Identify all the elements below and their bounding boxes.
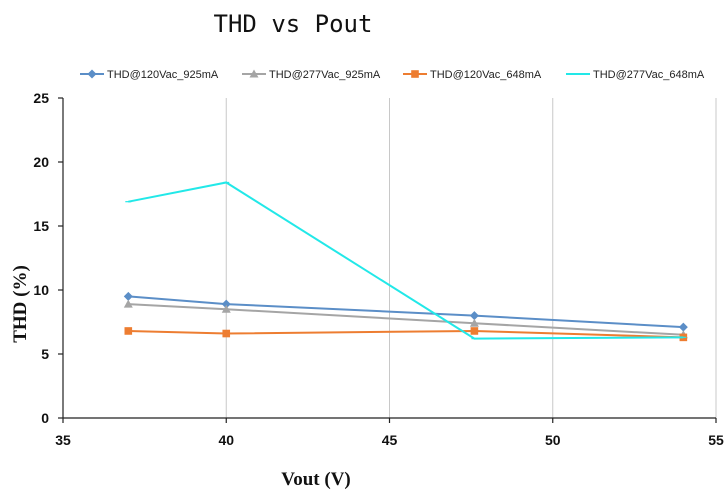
x-tick-label: 55 <box>708 432 724 448</box>
x-tick-label: 50 <box>545 432 561 448</box>
axes <box>58 97 717 423</box>
data-point <box>469 311 479 321</box>
y-tick-labels: 0 5 10 15 20 25 <box>33 90 49 426</box>
data-point <box>222 329 231 338</box>
data-point <box>249 69 259 78</box>
x-tick-label: 35 <box>55 432 71 448</box>
x-tick-label: 40 <box>218 432 234 448</box>
series-line <box>128 303 684 336</box>
series-line <box>128 295 684 329</box>
legend-item: THD@277Vac_648mA <box>566 69 705 81</box>
series-line <box>128 329 684 339</box>
x-tick-label: 45 <box>382 432 398 448</box>
series-THD@277Vac_648mA <box>125 181 687 340</box>
gridlines <box>225 98 717 418</box>
series-line <box>128 181 684 340</box>
y-tick-label: 20 <box>33 154 49 170</box>
data-point <box>221 304 231 313</box>
data-point <box>123 299 133 308</box>
data-point <box>221 299 231 309</box>
data-point <box>678 322 688 332</box>
x-tick-labels: 35 40 45 50 55 <box>55 432 724 448</box>
series-lines <box>123 181 688 342</box>
data-point <box>470 327 479 335</box>
data-point <box>124 327 133 335</box>
series-THD@120Vac_925mA <box>123 291 688 332</box>
legend-item: THD@120Vac_648mA <box>403 69 542 81</box>
y-tick-label: 25 <box>33 90 49 106</box>
data-point <box>123 291 133 301</box>
data-point <box>411 70 419 78</box>
y-tick-label: 15 <box>33 218 49 234</box>
legend-label: THD@277Vac_925mA <box>269 69 381 81</box>
data-point <box>469 318 479 327</box>
legend-label: THD@120Vac_925mA <box>107 69 219 81</box>
legend-label: THD@277Vac_648mA <box>593 69 705 81</box>
y-axis-label: THD (%) <box>10 265 31 343</box>
series-THD@120Vac_648mA <box>124 327 688 342</box>
y-tick-label: 0 <box>41 410 49 426</box>
legend-label: THD@120Vac_648mA <box>430 69 542 81</box>
legend-item: THD@277Vac_925mA <box>242 69 381 81</box>
legend-item: THD@120Vac_925mA <box>80 69 219 81</box>
legend: THD@120Vac_925mA THD@277Vac_925mA THD@120V… <box>80 69 705 81</box>
data-point <box>87 69 97 79</box>
x-axis-label: Vout (V) <box>281 469 351 490</box>
chart-title: THD vs Pout <box>214 10 373 38</box>
y-tick-label: 5 <box>41 346 49 362</box>
y-tick-label: 10 <box>33 282 49 298</box>
